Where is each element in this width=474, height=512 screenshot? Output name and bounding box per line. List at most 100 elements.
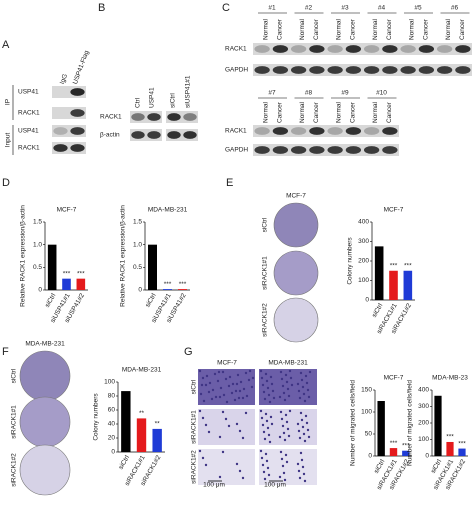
migration-image (259, 369, 317, 405)
lane-label: Normal (409, 18, 416, 40)
band (70, 88, 85, 96)
migration-image (198, 449, 255, 485)
cell-line-label: MDA-MB-231 (25, 341, 65, 348)
condition-label: siCtrl (191, 379, 198, 394)
y-axis-label: Number of migrated cells/field (350, 380, 357, 466)
chart-title: MDA-MB-23 (432, 375, 468, 382)
significance: *** (446, 434, 454, 441)
cell (262, 430, 266, 434)
cell (281, 424, 285, 428)
cell (267, 393, 271, 397)
y-axis-label: Colony numbers (347, 237, 354, 285)
lane-label: Cancer (313, 101, 320, 123)
cell (201, 416, 205, 420)
cell (224, 417, 228, 421)
y-tick-label: 40 (108, 421, 116, 428)
cell (261, 423, 265, 427)
y-tick-label: 400 (418, 387, 429, 394)
cell (265, 459, 269, 463)
y-tick-label: 300 (418, 403, 429, 410)
band (382, 45, 398, 53)
group-label: #7 (268, 90, 276, 97)
band (272, 127, 289, 135)
cell (283, 398, 287, 402)
group-label: #8 (305, 90, 313, 97)
colony-plate (19, 350, 71, 402)
band (254, 146, 270, 154)
y-axis-label: Relative RACK1 expression/β-actin (20, 205, 27, 307)
cell (307, 435, 311, 439)
y-tick-label: 0.5 (33, 264, 42, 271)
condition-label: siRACK1#2 (11, 453, 18, 487)
cell (221, 410, 225, 414)
cell (250, 385, 254, 389)
cell (279, 450, 283, 454)
cell (279, 370, 283, 374)
bar (389, 448, 398, 456)
cell (284, 373, 288, 377)
cell (264, 452, 268, 456)
y-tick-label: 0 (368, 453, 372, 460)
cell (234, 389, 238, 393)
cell (301, 385, 305, 389)
cell (269, 415, 273, 419)
cell (207, 430, 211, 434)
cell (301, 465, 305, 469)
cell (228, 375, 232, 379)
cell (281, 384, 285, 388)
band (418, 45, 435, 53)
bar (152, 428, 162, 452)
cell (303, 479, 307, 483)
band (382, 127, 398, 135)
cell (268, 400, 272, 404)
cell (239, 380, 243, 384)
cell (296, 462, 300, 466)
cell (287, 394, 291, 398)
cell (278, 395, 282, 399)
cell (259, 369, 263, 373)
cell (201, 456, 205, 460)
cell (199, 392, 203, 396)
y-tick-label: 300 (358, 238, 369, 245)
band (53, 144, 68, 152)
lane-label: Normal (263, 18, 270, 40)
row-label: GAPDH (225, 147, 248, 154)
y-tick-label: 50 (365, 431, 373, 438)
y-tick-label: 0 (138, 287, 142, 294)
group-label: IP (5, 99, 12, 105)
cell (297, 469, 301, 473)
band (345, 127, 362, 135)
cell (280, 377, 284, 381)
cell (280, 417, 284, 421)
group-label: #5 (414, 5, 422, 12)
blot (253, 64, 472, 76)
blot (253, 125, 399, 137)
row-label: RACK1 (225, 46, 247, 53)
y-tick-label: 100 (361, 409, 372, 416)
cell (264, 412, 268, 416)
cell (288, 409, 292, 413)
group-label: #6 (451, 5, 459, 12)
band (382, 146, 398, 154)
band (345, 45, 362, 53)
cell (298, 476, 302, 480)
band (131, 131, 145, 139)
cell (224, 377, 228, 381)
condition-label: siRACK1#1 (11, 405, 18, 439)
column-label: USP41 (149, 87, 156, 108)
colony-plate (273, 202, 319, 248)
cell (227, 424, 231, 428)
cell (260, 416, 264, 420)
cell (208, 381, 212, 385)
band (400, 45, 416, 53)
cell (282, 391, 286, 395)
significance: *** (164, 281, 172, 288)
band (436, 66, 453, 74)
cell (241, 396, 245, 400)
band (400, 66, 416, 74)
cell (260, 456, 264, 460)
cell (306, 428, 310, 432)
cell (198, 409, 202, 413)
cell (270, 422, 274, 426)
cell (218, 395, 222, 399)
